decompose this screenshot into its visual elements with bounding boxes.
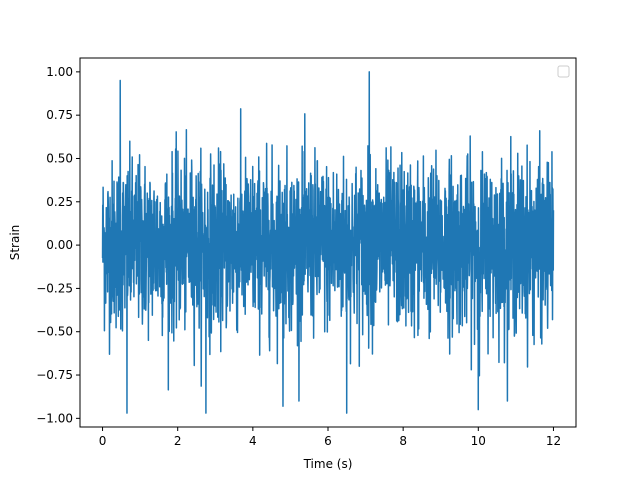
y-tick-label: 0.75 <box>46 108 73 122</box>
y-tick-label: 0.25 <box>46 195 73 209</box>
y-tick-label: 0.00 <box>46 238 73 252</box>
legend-box <box>557 65 570 78</box>
y-tick-label: 1.00 <box>46 65 73 79</box>
x-tick-label: 4 <box>249 434 257 448</box>
y-axis-ticks: −1.00 −0.75 −0.50 −0.25 0.00 0.25 0.50 0.75 1.00 <box>36 65 80 425</box>
x-tick-label: 2 <box>174 434 182 448</box>
x-tick-label: 8 <box>399 434 407 448</box>
x-axis-ticks: 0 2 4 6 8 10 12 <box>99 427 561 448</box>
x-tick-label: 0 <box>99 434 107 448</box>
x-tick-label: 6 <box>324 434 332 448</box>
x-axis-label: Time (s) <box>303 457 353 471</box>
y-tick-label: −0.75 <box>36 368 73 382</box>
y-tick-label: 0.50 <box>46 151 73 165</box>
series-layer <box>101 71 555 414</box>
series-line <box>101 71 555 414</box>
x-tick-label: 12 <box>546 434 561 448</box>
x-tick-label: 10 <box>471 434 486 448</box>
y-tick-label: −0.25 <box>36 281 73 295</box>
y-tick-label: −0.50 <box>36 325 73 339</box>
y-tick-label: −1.00 <box>36 411 73 425</box>
y-axis-label: Strain <box>8 225 22 261</box>
